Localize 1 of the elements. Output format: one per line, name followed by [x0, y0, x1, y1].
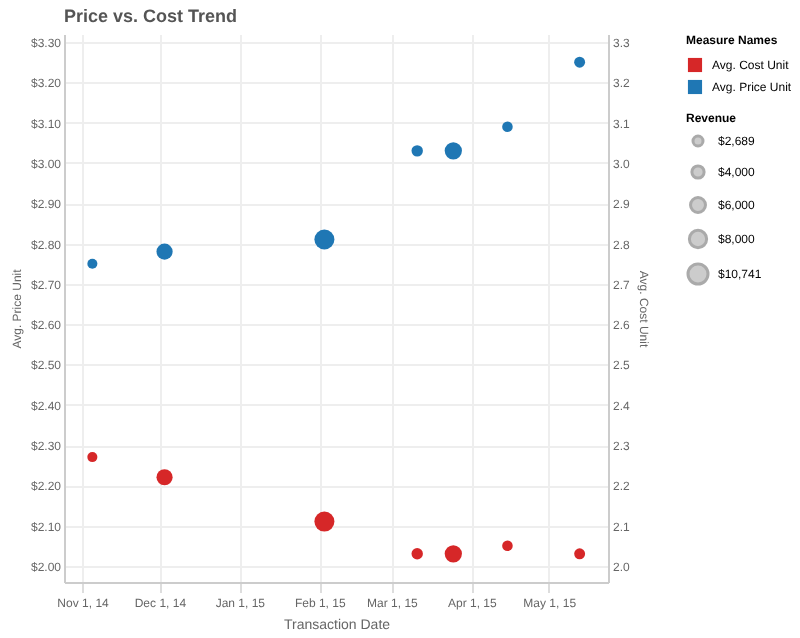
chart-title: Price vs. Cost Trend — [64, 6, 238, 26]
